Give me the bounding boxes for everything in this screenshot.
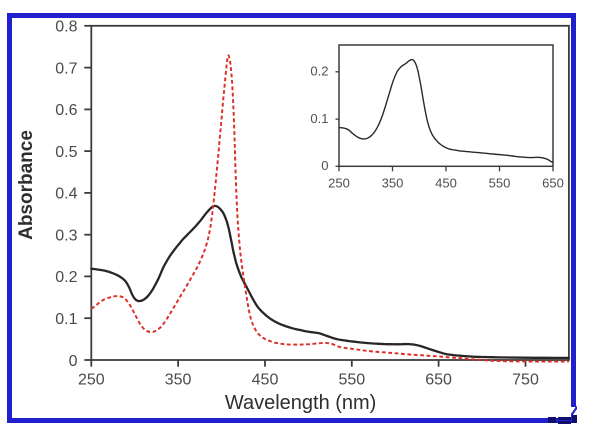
svg-text:0: 0 — [69, 353, 78, 370]
svg-text:0.1: 0.1 — [55, 311, 77, 328]
svg-text:Wavelength (nm): Wavelength (nm) — [225, 392, 377, 414]
svg-text:0.6: 0.6 — [55, 102, 77, 119]
svg-text:0.5: 0.5 — [55, 144, 77, 161]
svg-text:0.1: 0.1 — [310, 111, 328, 126]
svg-text:0: 0 — [321, 158, 328, 173]
svg-text:650: 650 — [425, 372, 452, 389]
svg-text:0.3: 0.3 — [55, 228, 77, 245]
svg-text:350: 350 — [382, 176, 404, 191]
svg-text:550: 550 — [489, 176, 511, 191]
svg-text:750: 750 — [512, 372, 539, 389]
svg-text:250: 250 — [78, 372, 105, 389]
svg-text:0.8: 0.8 — [55, 19, 77, 36]
svg-text:0.2: 0.2 — [310, 64, 328, 79]
svg-text:450: 450 — [435, 176, 457, 191]
svg-text:650: 650 — [542, 176, 564, 191]
svg-text:450: 450 — [252, 372, 279, 389]
svg-text:0.4: 0.4 — [55, 186, 77, 203]
svg-text:350: 350 — [165, 372, 192, 389]
svg-text:550: 550 — [338, 372, 365, 389]
svg-text:0.2: 0.2 — [55, 269, 77, 286]
svg-text:Absorbance: Absorbance — [16, 130, 37, 240]
svg-text:250: 250 — [328, 176, 350, 191]
svg-text:0.7: 0.7 — [55, 60, 77, 77]
